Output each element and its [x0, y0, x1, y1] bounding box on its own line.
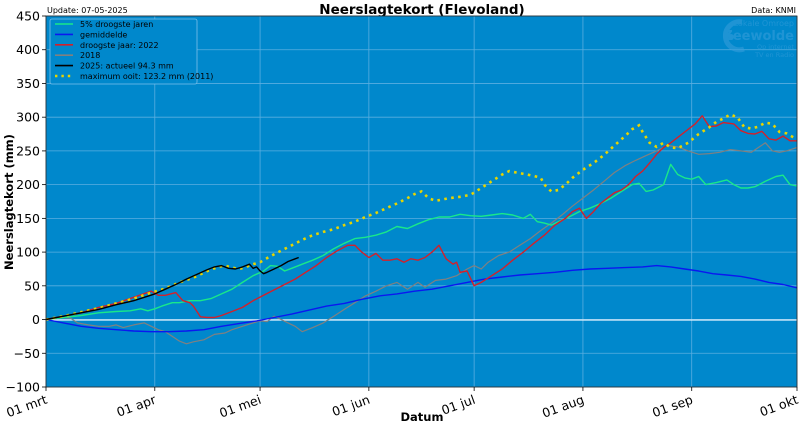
legend-label-mean: gemiddelde: [80, 30, 127, 39]
series-line-mean: [45, 264, 798, 333]
legend-box: [49, 18, 198, 85]
source-label: Data: KNMI: [751, 6, 796, 15]
watermark-logo: Lokale Omroep Zeewolde Op internet TV en…: [722, 19, 794, 59]
y-tick-label: 50: [24, 278, 40, 293]
logo-dot-icon: [728, 34, 734, 40]
update-label: Update: 07-05-2025: [47, 6, 128, 15]
y-tick-label: 450: [16, 9, 40, 24]
y-tick-label: 300: [16, 110, 40, 125]
legend-label-y2018: 2018: [80, 51, 100, 60]
series-line-dry2022: [45, 115, 797, 321]
watermark-line2: Zeewolde: [723, 29, 794, 44]
y-tick-label: 150: [16, 211, 40, 226]
logo-arc-icon: [722, 19, 745, 53]
watermark-line1: Lokale Omroep: [734, 19, 794, 28]
y-axis-label: Neerslagtekort (mm): [2, 134, 16, 270]
series-line-pct5: [45, 163, 798, 321]
legend-label-pct5: 5% droogste jaren: [80, 20, 153, 29]
y-tick-label: 400: [16, 42, 40, 57]
series-line-y2025: [45, 256, 299, 321]
chart-title: Neerslagtekort (Flevoland): [319, 2, 524, 18]
y-tick-label: −100: [6, 380, 40, 395]
y-axis-ticks: −100 −50 0 50 100 150 200 250 300 350 400 450: [6, 9, 46, 395]
legend-label-y2025: 2025: actueel 94.3 mm: [80, 62, 174, 71]
y-tick-label: 200: [16, 177, 40, 192]
legend-label-dry2022: droogste jaar: 2022: [80, 41, 159, 50]
x-axis-label: Datum: [401, 410, 444, 424]
y-tick-label: 350: [16, 76, 40, 91]
plot-border: [45, 15, 798, 388]
y-tick-label: 100: [16, 245, 40, 260]
watermark-line4: TV en Radio: [754, 51, 794, 59]
legend-label-max: maximum ooit: 123.2 mm (2011): [80, 72, 213, 81]
series-layer: [45, 113, 798, 345]
y-tick-label: 250: [16, 143, 40, 158]
y-tick-label: −50: [14, 346, 40, 361]
y-tick-label: 0: [32, 312, 40, 327]
watermark-line3: Op internet: [757, 43, 794, 51]
series-line-y2018: [45, 142, 798, 345]
